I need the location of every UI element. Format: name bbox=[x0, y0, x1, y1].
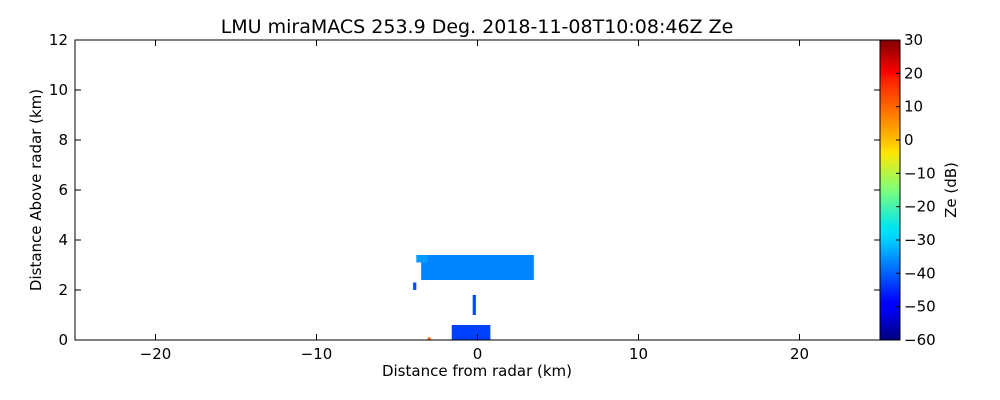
y-axis-ticks: 0 2 4 6 8 10 12 bbox=[49, 31, 880, 349]
colorbar-tick-label: 30 bbox=[904, 31, 923, 49]
colorbar-tick-label: −60 bbox=[904, 331, 936, 349]
radar-echoes bbox=[413, 255, 534, 340]
echo-patch-3 bbox=[413, 282, 417, 290]
echo-patch-5 bbox=[427, 337, 431, 340]
y-tick-label: 2 bbox=[58, 281, 68, 299]
x-tick-label: −10 bbox=[301, 345, 333, 363]
x-axis-ticks: −20 −10 0 10 20 bbox=[140, 40, 809, 363]
x-tick-label: −20 bbox=[140, 345, 172, 363]
colorbar-tick-label: 20 bbox=[904, 64, 923, 82]
colorbar-tick-label: 0 bbox=[904, 131, 914, 149]
x-tick-label: 20 bbox=[790, 345, 809, 363]
colorbar-tick-label: −10 bbox=[904, 164, 936, 182]
plot-area bbox=[75, 40, 880, 340]
echo-patch-1 bbox=[416, 255, 428, 263]
x-tick-label: 10 bbox=[629, 345, 648, 363]
colorbar-tick-label: −50 bbox=[904, 298, 936, 316]
chart-title: LMU miraMACS 253.9 Deg. 2018-11-08T10:08… bbox=[221, 16, 734, 38]
colorbar-ticks: −60 −50 −40 −30 −20 −10 0 10 20 30 bbox=[896, 31, 936, 349]
colorbar-tick-label: −20 bbox=[904, 198, 936, 216]
echo-patch-0 bbox=[421, 255, 534, 280]
colorbar-label: Ze (dB) bbox=[942, 162, 960, 218]
y-tick-label: 6 bbox=[58, 181, 68, 199]
x-axis-label: Distance from radar (km) bbox=[382, 362, 572, 380]
y-tick-label: 12 bbox=[49, 31, 68, 49]
x-tick-label: 0 bbox=[473, 345, 483, 363]
echo-patch-2 bbox=[472, 295, 476, 315]
y-axis-label: Distance Above radar (km) bbox=[27, 89, 45, 291]
y-tick-label: 8 bbox=[58, 131, 68, 149]
colorbar bbox=[879, 39, 901, 341]
y-tick-label: 4 bbox=[58, 231, 68, 249]
colorbar-tick-label: −40 bbox=[904, 264, 936, 282]
y-tick-label: 10 bbox=[49, 81, 68, 99]
echo-patch-4 bbox=[451, 325, 491, 340]
y-tick-label: 0 bbox=[58, 331, 68, 349]
colorbar-tick-label: −30 bbox=[904, 231, 936, 249]
colorbar-tick-label: 10 bbox=[904, 98, 923, 116]
